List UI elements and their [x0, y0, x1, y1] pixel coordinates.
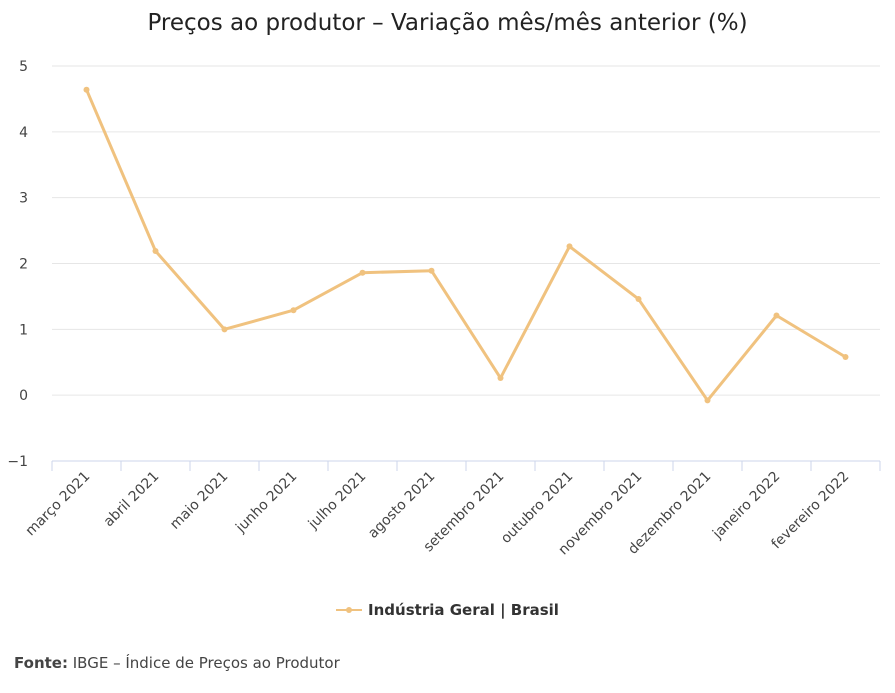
y-tick-label: 4: [19, 125, 28, 141]
data-point[interactable]: [221, 326, 228, 333]
source-label: Fonte:: [14, 654, 68, 672]
x-tick-label: abril 2021: [101, 469, 163, 531]
y-tick-label: 3: [19, 191, 28, 207]
x-tick-label: junho 2021: [232, 469, 300, 537]
y-axis-ticks: −1 0 1 2 3 4 5: [7, 59, 28, 470]
x-axis: [51, 460, 881, 471]
data-point[interactable]: [773, 312, 780, 319]
legend-label: Indústria Geral | Brasil: [368, 601, 559, 619]
series-line: [85, 88, 847, 402]
y-tick-label: −1: [7, 454, 28, 470]
y-tick-label: 5: [19, 59, 28, 75]
x-tick-label: julho 2021: [305, 469, 369, 533]
x-tick-label: março 2021: [23, 469, 94, 540]
x-tick-label: agosto 2021: [365, 469, 438, 542]
source-text: IBGE – Índice de Preços ao Produtor: [72, 654, 340, 672]
chart-title: Preços ao produtor – Variação mês/mês an…: [147, 10, 748, 36]
data-point[interactable]: [359, 269, 366, 276]
y-tick-label: 0: [19, 388, 28, 404]
source-note: Fonte: IBGE – Índice de Preços ao Produt…: [14, 654, 340, 672]
y-tick-label: 2: [19, 257, 28, 273]
gridlines: [52, 65, 880, 396]
data-point[interactable]: [290, 307, 297, 314]
data-point[interactable]: [635, 296, 642, 303]
x-tick-label: maio 2021: [167, 469, 231, 533]
legend-marker-icon: [336, 603, 363, 617]
series-line-path: [85, 88, 847, 402]
y-tick-label: 1: [19, 322, 28, 338]
series-points: [83, 86, 849, 404]
data-point[interactable]: [428, 267, 435, 274]
x-tick-label: janeiro 2022: [709, 469, 783, 543]
data-point[interactable]: [704, 397, 711, 404]
data-point[interactable]: [566, 243, 573, 250]
data-point[interactable]: [152, 247, 159, 254]
legend[interactable]: Indústria Geral | Brasil: [0, 601, 895, 619]
x-tick-label: outubro 2021: [498, 469, 576, 547]
x-axis-tick-labels: março 2021 abril 2021 maio 2021 junho 2021 j…: [23, 469, 853, 559]
data-point[interactable]: [83, 86, 90, 93]
data-point[interactable]: [497, 375, 504, 382]
data-point[interactable]: [842, 353, 849, 360]
